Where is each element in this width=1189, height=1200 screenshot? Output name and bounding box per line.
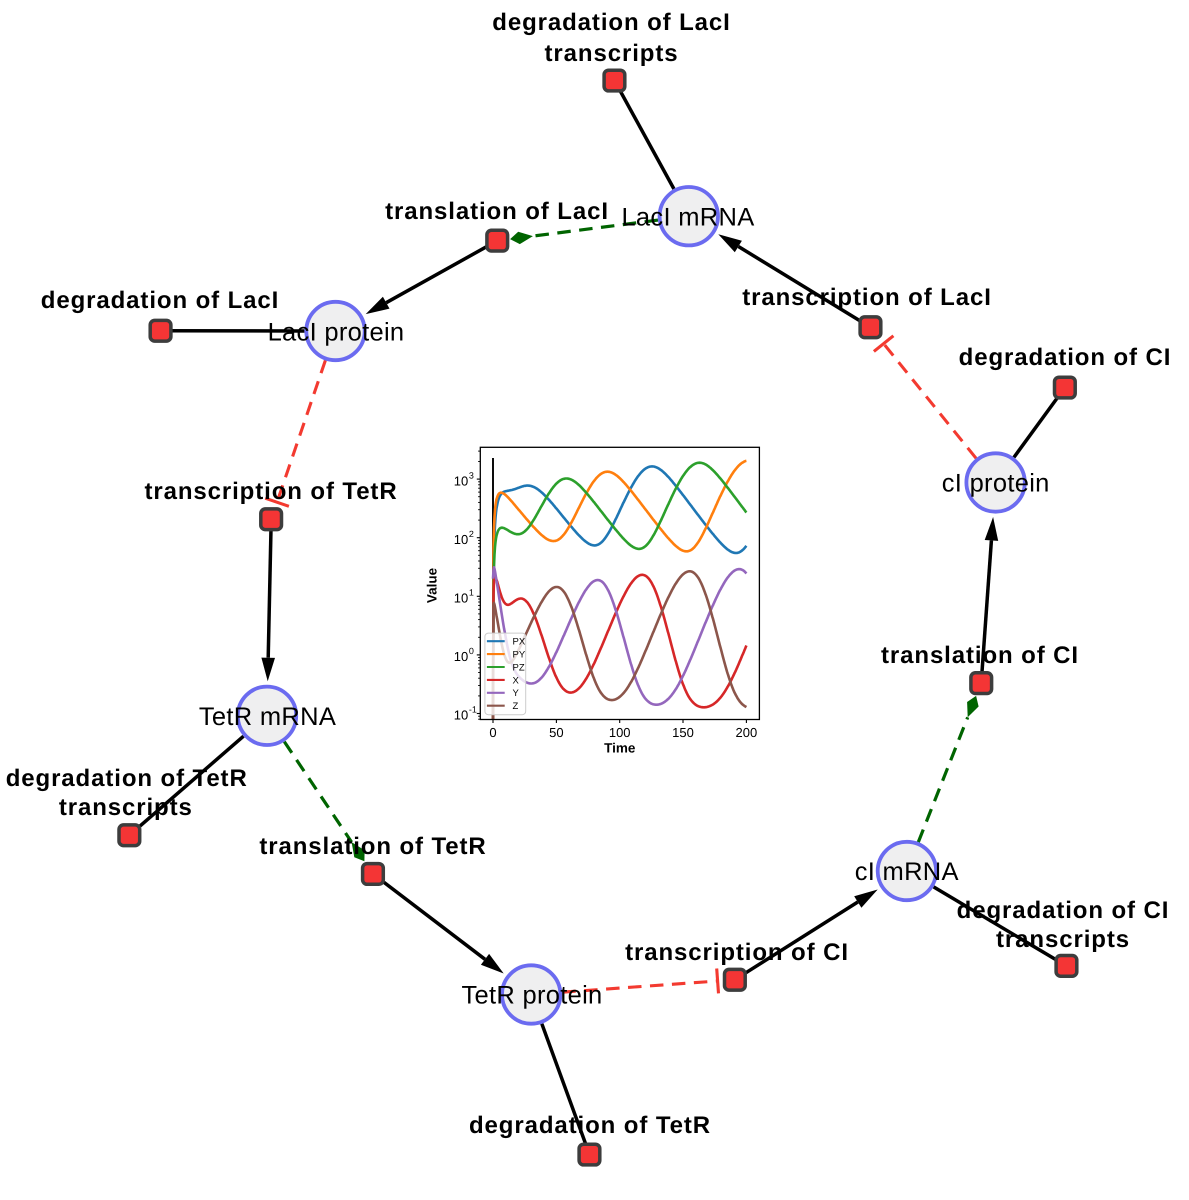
svg-text:100: 100 [609,725,631,740]
svg-text:translation of LacI: translation of LacI [385,198,609,225]
svg-text:transcripts: transcripts [996,926,1130,953]
svg-text:PZ: PZ [513,662,525,673]
svg-text:TetR mRNA: TetR mRNA [199,703,336,731]
svg-text:Value: Value [425,567,440,603]
svg-text:Z: Z [513,701,519,712]
svg-text:-1: -1 [469,705,477,715]
svg-text:LacI protein: LacI protein [268,318,405,346]
svg-text:PX: PX [513,637,526,648]
svg-text:10: 10 [454,649,468,664]
svg-text:Y: Y [513,688,520,699]
svg-text:transcription of LacI: transcription of LacI [742,284,992,311]
svg-text:10: 10 [454,473,468,488]
svg-text:10: 10 [454,532,468,547]
svg-text:transcripts: transcripts [59,794,193,821]
svg-text:cI protein: cI protein [942,469,1050,497]
svg-text:10: 10 [454,708,468,723]
svg-text:degradation of CI: degradation of CI [959,344,1172,371]
svg-text:50: 50 [549,725,563,740]
svg-text:degradation of CI: degradation of CI [957,897,1170,924]
svg-text:10: 10 [454,591,468,606]
svg-text:X: X [513,675,520,686]
svg-text:TetR protein: TetR protein [461,982,602,1010]
svg-text:degradation of LacI: degradation of LacI [492,9,730,36]
svg-text:1: 1 [469,588,474,598]
svg-text:LacI mRNA: LacI mRNA [621,203,754,231]
svg-text:transcription of TetR: transcription of TetR [144,478,397,505]
svg-text:2: 2 [469,529,474,539]
svg-text:transcription of CI: transcription of CI [625,939,849,966]
svg-text:0: 0 [469,646,474,656]
svg-text:degradation of TetR: degradation of TetR [469,1112,711,1139]
svg-text:transcripts: transcripts [545,40,679,67]
svg-text:Time: Time [604,741,636,756]
svg-text:translation of CI: translation of CI [881,642,1079,669]
svg-text:degradation of TetR: degradation of TetR [6,765,248,792]
svg-text:translation of TetR: translation of TetR [259,833,486,860]
svg-text:150: 150 [672,725,694,740]
svg-text:3: 3 [469,470,474,480]
svg-text:200: 200 [736,725,758,740]
svg-text:cI mRNA: cI mRNA [855,858,959,886]
svg-text:0: 0 [489,725,496,740]
svg-text:PY: PY [513,650,526,661]
svg-text:degradation of LacI: degradation of LacI [41,287,279,314]
